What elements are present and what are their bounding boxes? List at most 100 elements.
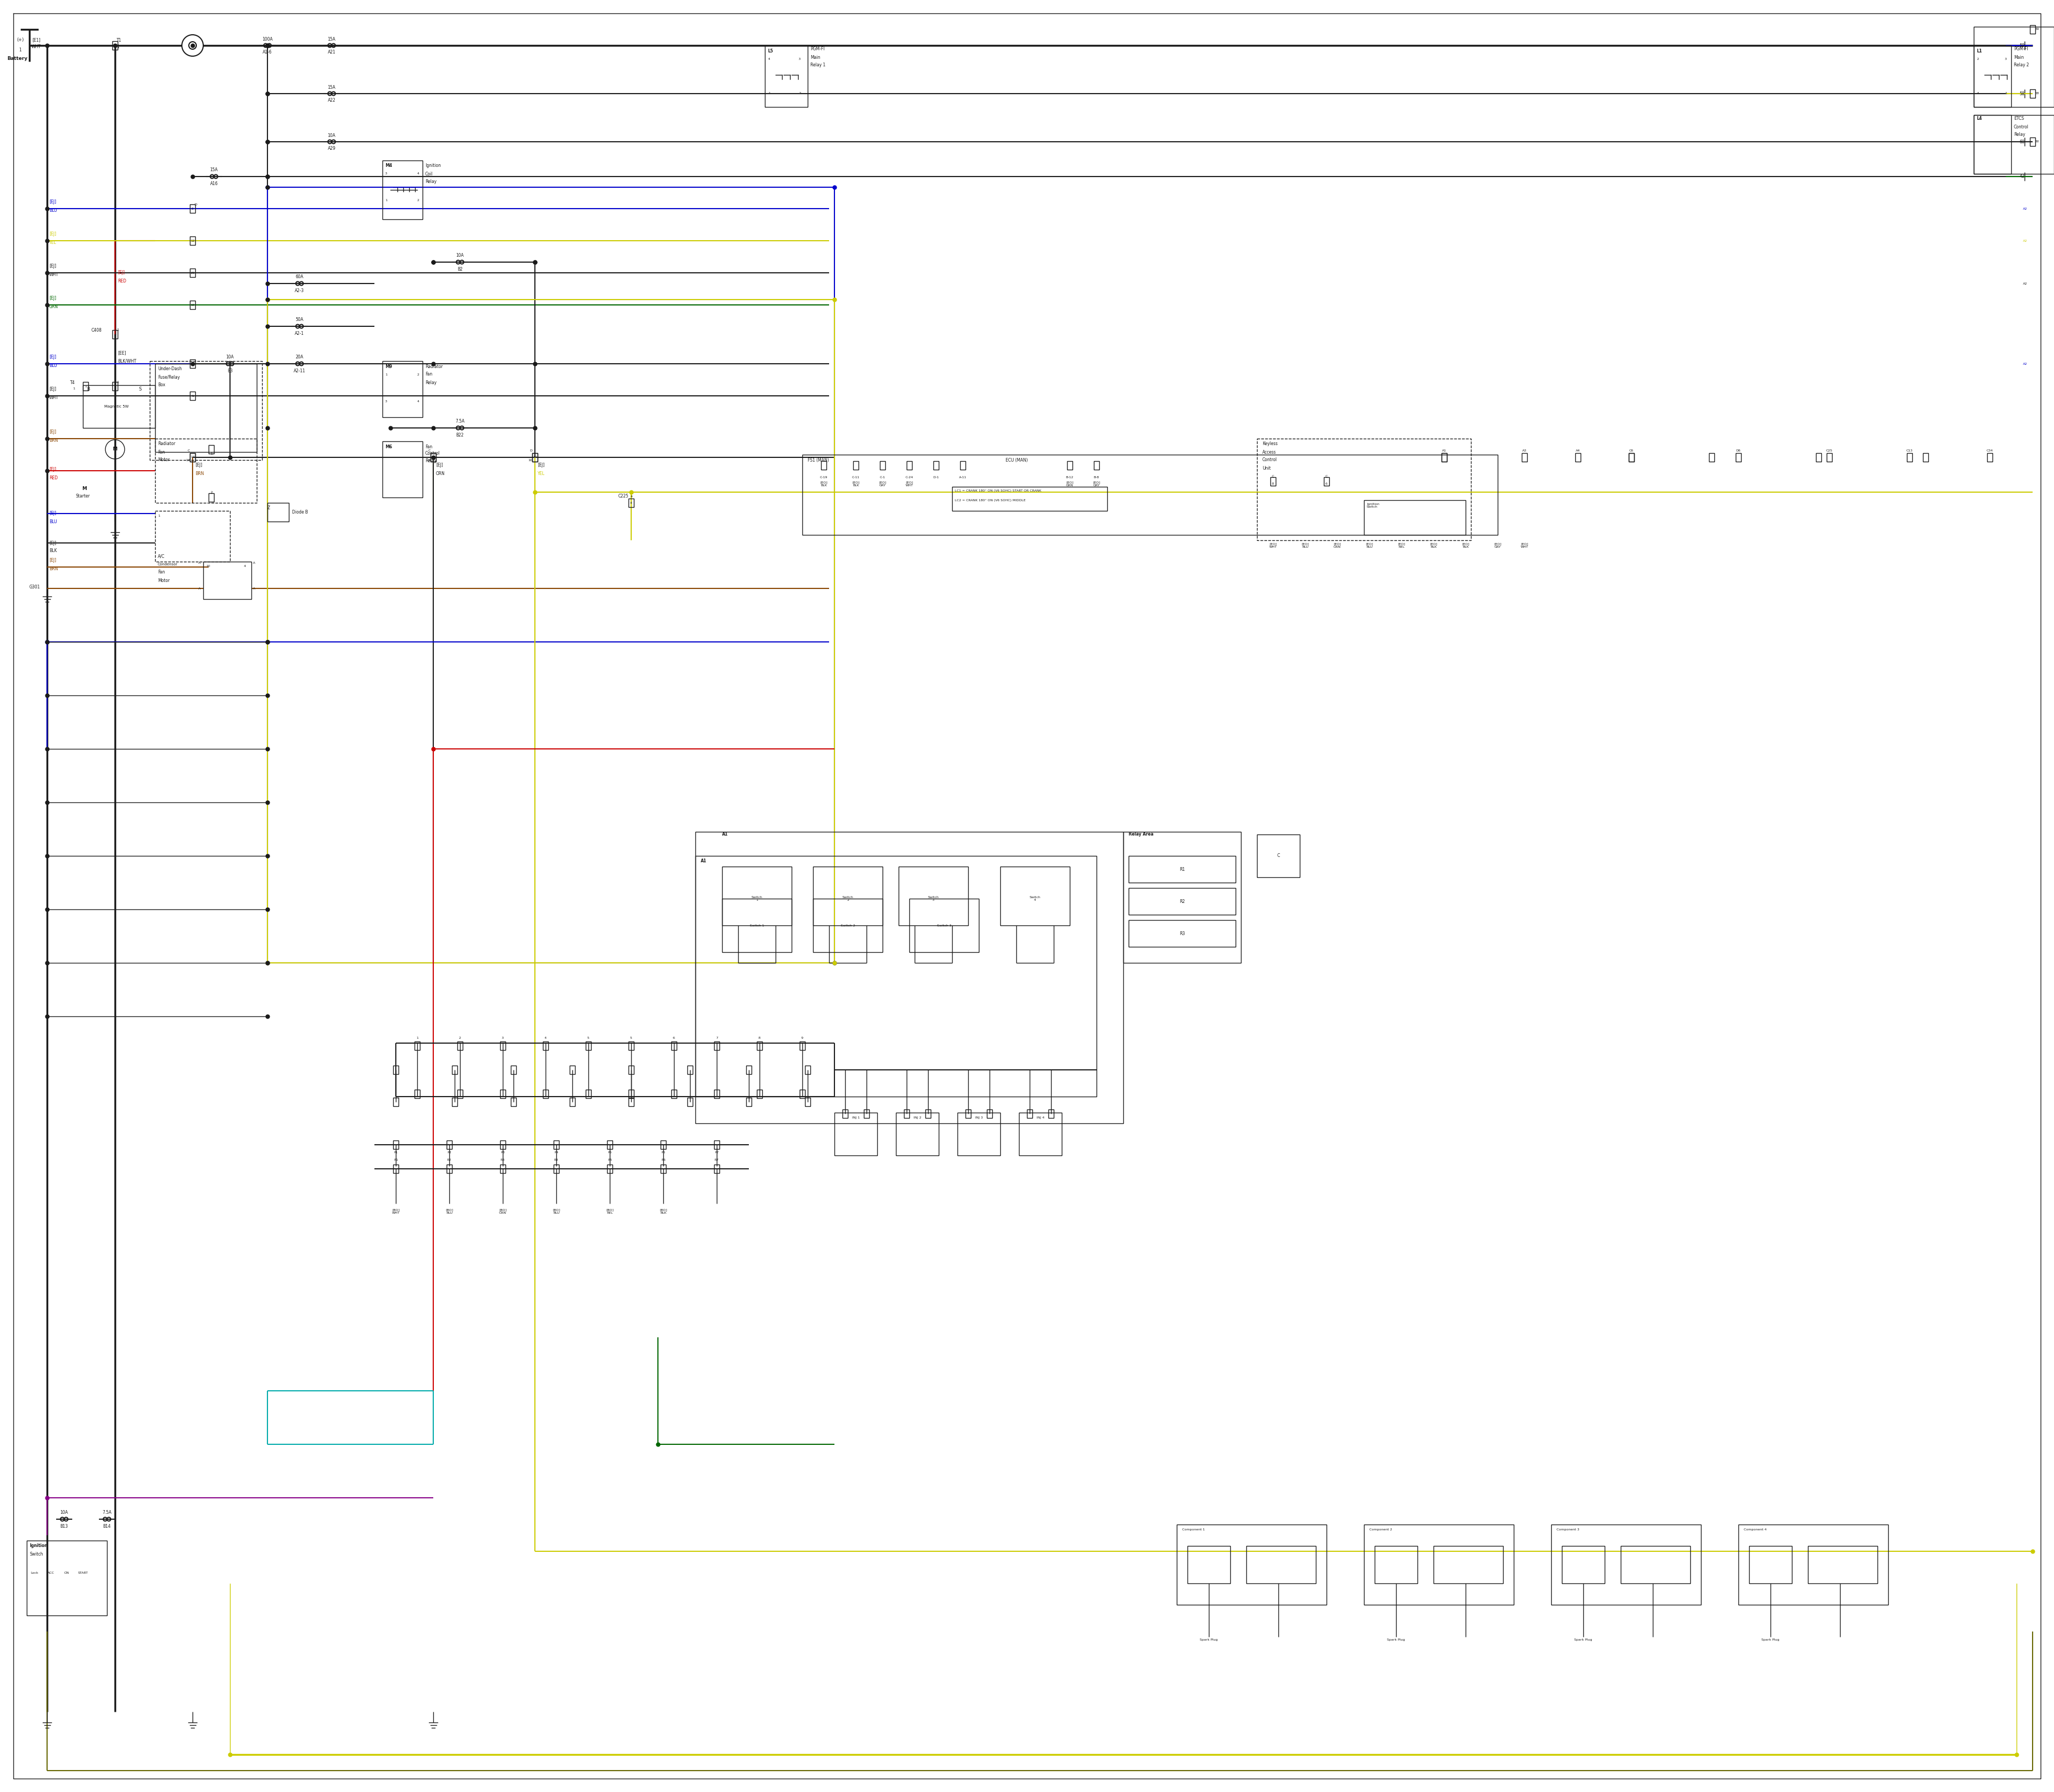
Text: R2: R2 xyxy=(1179,900,1185,903)
Text: Diode B: Diode B xyxy=(292,511,308,514)
Bar xyxy=(799,1041,805,1050)
Text: 17: 17 xyxy=(185,459,189,461)
Bar xyxy=(1124,831,1241,962)
Text: 9: 9 xyxy=(429,459,431,461)
Text: RED: RED xyxy=(117,278,125,283)
Text: 60: 60 xyxy=(2019,140,2025,143)
Bar xyxy=(696,857,1097,1097)
Text: G301: G301 xyxy=(29,584,41,590)
Text: D6: D6 xyxy=(1736,450,1740,452)
Text: P5: P5 xyxy=(608,1152,612,1154)
Text: [EE]: [EE] xyxy=(117,351,125,355)
Bar xyxy=(1974,115,2011,174)
Text: Ignition: Ignition xyxy=(425,163,442,168)
Text: ACC: ACC xyxy=(47,1572,53,1573)
Text: 3: 3 xyxy=(386,400,388,403)
Bar xyxy=(532,453,538,462)
Bar xyxy=(542,1090,548,1098)
Text: A2-1: A2-1 xyxy=(296,332,304,335)
Text: [EJ]: [EJ] xyxy=(49,296,55,301)
Bar xyxy=(1269,477,1276,486)
Text: 2: 2 xyxy=(210,491,212,493)
Bar xyxy=(608,1140,612,1149)
Text: B2: B2 xyxy=(458,267,462,271)
Text: A/C: A/C xyxy=(158,554,164,559)
Bar xyxy=(382,360,423,418)
Text: Fan: Fan xyxy=(425,373,431,376)
Bar xyxy=(822,461,826,470)
Text: Fan: Fan xyxy=(425,444,431,450)
Bar xyxy=(672,1041,676,1050)
Text: A3: A3 xyxy=(1522,450,1526,452)
Text: Switch: Switch xyxy=(29,1552,43,1557)
Text: [EJ]: [EJ] xyxy=(195,462,201,468)
Text: Condensor: Condensor xyxy=(158,563,179,566)
Text: 4: 4 xyxy=(768,57,770,61)
Bar xyxy=(1974,27,2054,108)
Text: C: C xyxy=(427,450,431,452)
Text: 8: 8 xyxy=(1271,482,1273,486)
Text: B-8: B-8 xyxy=(1095,477,1099,478)
Text: 3: 3 xyxy=(501,1036,503,1039)
Text: FS1 (MAN): FS1 (MAN) xyxy=(807,457,830,462)
Text: [BO]
BLK: [BO] BLK xyxy=(659,1210,668,1215)
Text: 10A: 10A xyxy=(456,253,464,258)
Bar xyxy=(842,1109,848,1118)
Bar xyxy=(1621,1546,1690,1584)
Text: 100A: 100A xyxy=(263,36,273,41)
Text: INJ 1: INJ 1 xyxy=(852,1116,861,1120)
Text: 1: 1 xyxy=(2005,91,2007,95)
Bar xyxy=(499,1041,505,1050)
Bar xyxy=(1257,835,1300,878)
Bar xyxy=(1816,453,1822,462)
Bar xyxy=(189,453,195,462)
Text: 60A: 60A xyxy=(296,274,304,280)
Bar xyxy=(799,1090,805,1098)
Bar xyxy=(1027,1109,1033,1118)
Text: M9: M9 xyxy=(386,364,392,369)
Bar xyxy=(1906,453,1912,462)
Text: A1-6: A1-6 xyxy=(263,50,273,56)
Text: 3: 3 xyxy=(2005,57,2007,61)
Bar xyxy=(1177,1525,1327,1606)
Bar xyxy=(511,1098,516,1106)
Text: Under-Dash: Under-Dash xyxy=(158,367,183,371)
Text: B13: B13 xyxy=(60,1523,68,1529)
Bar xyxy=(189,269,195,278)
Bar xyxy=(1128,889,1237,914)
Text: C-19: C-19 xyxy=(820,477,828,478)
Text: 4: 4 xyxy=(417,172,419,176)
Text: 1: 1 xyxy=(72,387,74,391)
Text: B22: B22 xyxy=(456,432,464,437)
Text: C: C xyxy=(1325,475,1327,477)
Text: Relay 1: Relay 1 xyxy=(811,63,826,68)
Text: [EJ]: [EJ] xyxy=(49,430,55,435)
Bar xyxy=(415,1090,419,1098)
Text: BLK/WHT: BLK/WHT xyxy=(117,358,136,364)
Text: R5: R5 xyxy=(608,1158,612,1161)
Bar xyxy=(1808,1546,1877,1584)
Bar xyxy=(2029,25,2036,34)
Text: 42: 42 xyxy=(2019,174,2025,179)
Text: A2: A2 xyxy=(2023,281,2027,285)
Text: 1: 1 xyxy=(191,394,193,398)
Text: 1: 1 xyxy=(113,385,115,387)
Text: 5: 5 xyxy=(587,1036,589,1039)
Text: 59: 59 xyxy=(2019,43,2025,48)
Text: [EJ]: [EJ] xyxy=(49,387,55,392)
Bar xyxy=(392,1098,398,1106)
Bar xyxy=(452,1066,458,1073)
Text: INJ 3: INJ 3 xyxy=(976,1116,982,1120)
Text: Component 1: Component 1 xyxy=(1183,1529,1206,1530)
Bar xyxy=(629,498,635,507)
Text: A: A xyxy=(253,561,255,564)
Text: 7.5A: 7.5A xyxy=(456,419,464,425)
Text: Starter: Starter xyxy=(76,495,90,498)
Bar xyxy=(629,1090,635,1098)
Bar xyxy=(904,1109,910,1118)
Text: 12: 12 xyxy=(191,240,195,242)
Bar xyxy=(715,1041,719,1050)
Text: A: A xyxy=(199,561,201,564)
Text: D: D xyxy=(530,450,532,452)
Text: 2: 2 xyxy=(1976,57,1980,61)
